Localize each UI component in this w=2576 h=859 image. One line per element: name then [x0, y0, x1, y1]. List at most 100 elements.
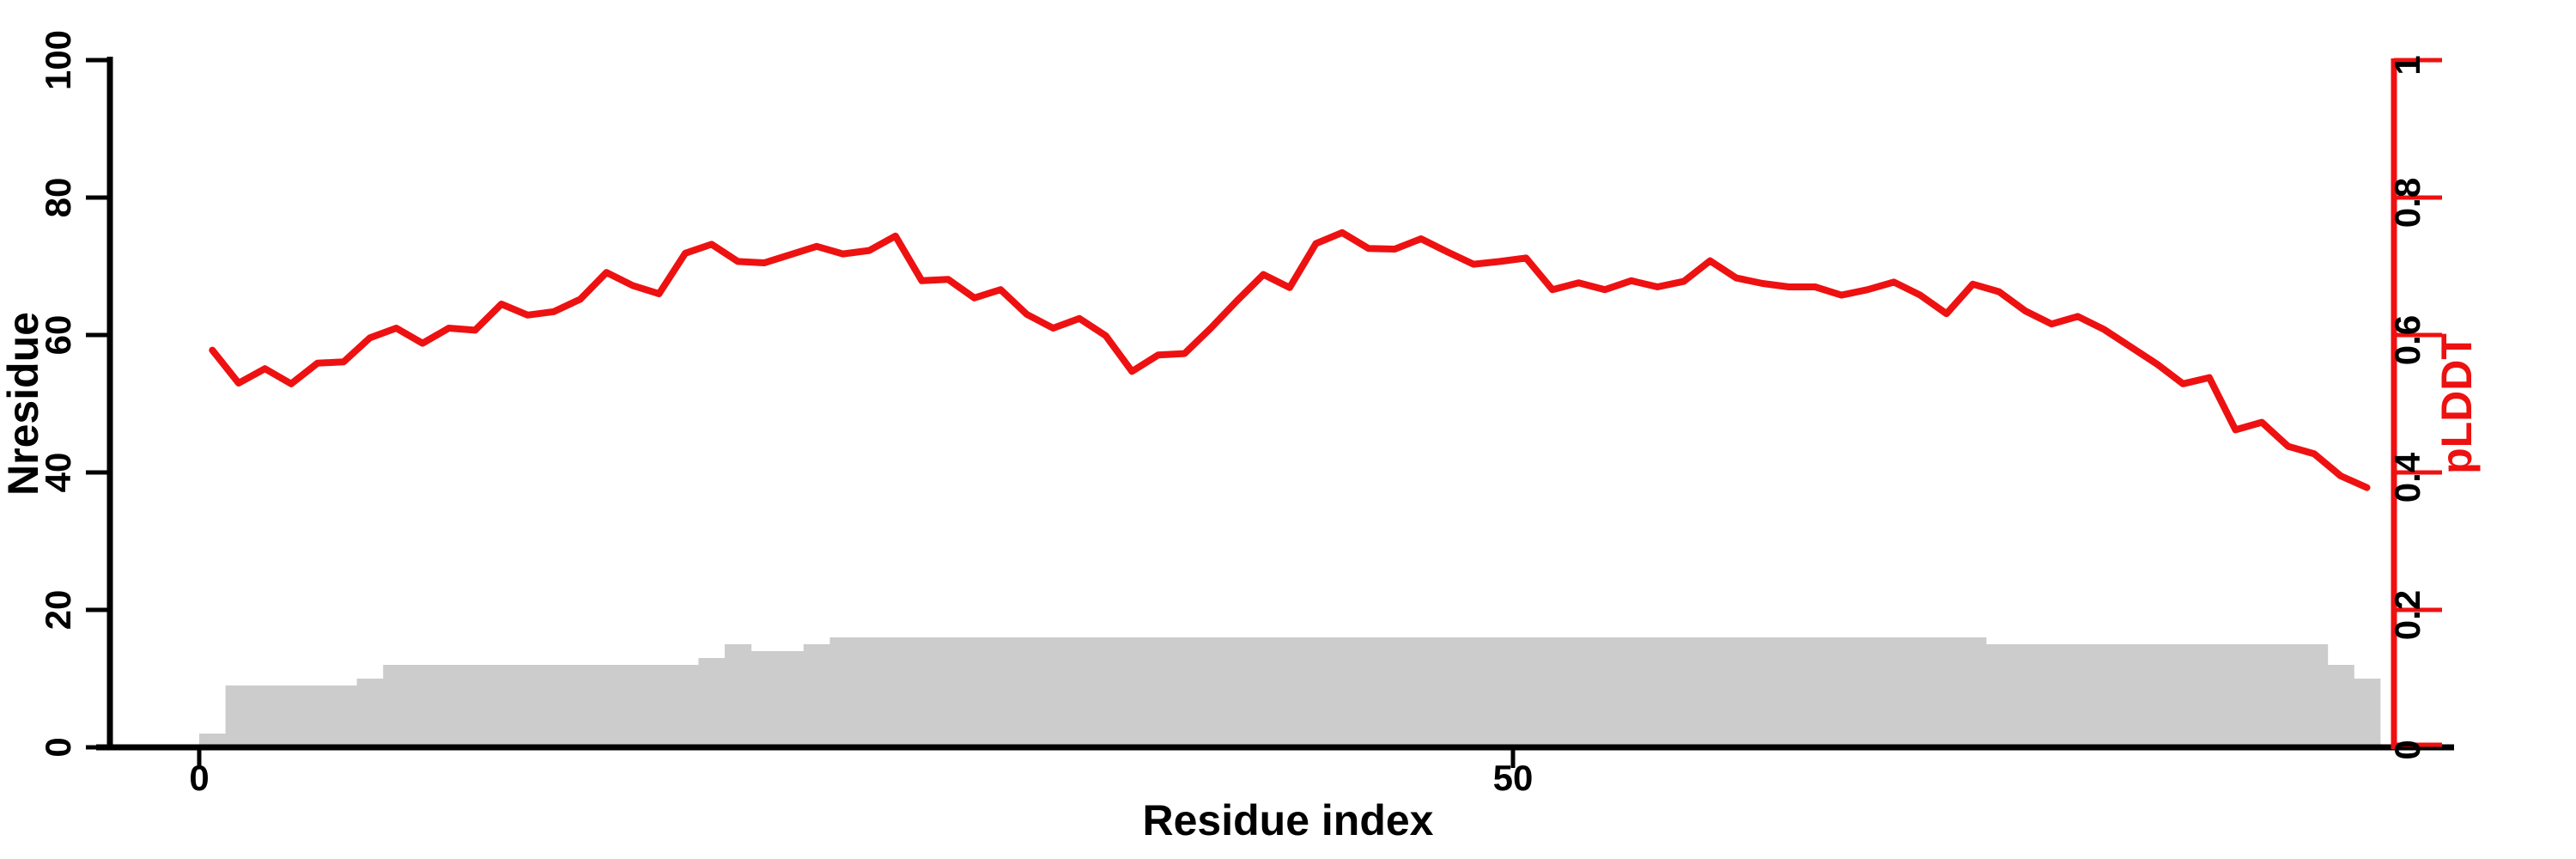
nresidue-bar	[2301, 644, 2329, 747]
nresidue-bar	[2117, 644, 2144, 747]
left-y-tick-label: 60	[38, 315, 78, 356]
left-y-tick-label: 100	[38, 30, 78, 90]
left-axis-title: Nresidue	[0, 312, 47, 496]
right-y-tick-label: 0.2	[2387, 590, 2427, 640]
nresidue-bar	[1119, 637, 1146, 747]
nresidue-bar	[1434, 637, 1461, 747]
nresidue-bar	[908, 637, 936, 747]
left-y-tick-label: 80	[38, 178, 78, 218]
nresidue-bar	[277, 685, 305, 747]
nresidue-bar	[1197, 637, 1224, 747]
nresidue-bar	[934, 637, 962, 747]
nresidue-bar	[1907, 637, 1935, 747]
nresidue-bar	[1407, 637, 1435, 747]
nresidue-bar	[514, 665, 542, 747]
nresidue-bar	[1749, 637, 1777, 747]
x-tick-label: 50	[1493, 758, 1534, 798]
nresidue-bar	[1722, 637, 1750, 747]
nresidue-bar	[1933, 637, 1960, 747]
nresidue-bar	[1040, 637, 1067, 747]
nresidue-bar	[2143, 644, 2171, 747]
nresidue-bar	[199, 734, 227, 747]
nresidue-bar	[856, 637, 884, 747]
nresidue-bar	[803, 644, 830, 747]
nresidue-bar	[1854, 637, 1881, 747]
plddt-line	[209, 228, 2371, 491]
nresidue-bar	[646, 665, 673, 747]
nresidue-bar	[1171, 637, 1199, 747]
nresidue-bar	[1303, 637, 1330, 747]
nresidue-bar	[225, 685, 252, 747]
right-y-tick-label: 0.6	[2387, 315, 2427, 365]
nresidue-bar	[1092, 637, 1120, 747]
nresidue-bar	[1460, 637, 1487, 747]
nresidue-bar	[1697, 637, 1724, 747]
nresidue-bar	[1618, 637, 1645, 747]
nresidue-bar	[567, 665, 594, 747]
nresidue-bar	[2038, 644, 2066, 747]
nresidue-bar	[409, 665, 436, 747]
nresidue-bar	[304, 685, 331, 747]
nresidue-bar	[882, 637, 909, 747]
nresidue-bar	[987, 637, 1015, 747]
nresidue-bar	[331, 685, 358, 747]
x-axis: 0 50	[96, 744, 2454, 798]
nresidue-bar	[1565, 637, 1593, 747]
nresidue-bar	[1670, 637, 1698, 747]
nresidue-bar	[540, 665, 568, 747]
nresidue-bar	[1959, 637, 1987, 747]
nresidue-bar	[252, 685, 279, 747]
nresidue-bar	[1644, 637, 1672, 747]
left-y-tick-label: 40	[38, 453, 78, 493]
nresidue-bar	[1328, 637, 1356, 747]
nresidue-bar	[1224, 637, 1251, 747]
nresidue-bar	[2248, 644, 2275, 747]
left-y-axis: 0 20 40 60 80 100	[38, 30, 113, 758]
nresidue-bar	[383, 665, 410, 747]
nresidue-bar	[2327, 665, 2354, 747]
nresidue-bar	[1486, 637, 1514, 747]
right-y-tick-label: 1	[2387, 55, 2427, 75]
nresidue-bar	[488, 665, 515, 747]
nresidue-bar	[2091, 644, 2118, 747]
x-axis-title: Residue index	[1143, 796, 1434, 844]
nresidue-bar	[777, 651, 805, 747]
nresidue-bar	[2222, 644, 2250, 747]
nresidue-bar	[1591, 637, 1619, 747]
nresidue-bar	[619, 665, 647, 747]
nresidue-bar	[1382, 637, 1409, 747]
right-y-axis: 0 0.2 0.4 0.6 0.8 1	[2387, 55, 2442, 760]
nresidue-bar	[1066, 637, 1093, 747]
nresidue-bar	[829, 637, 857, 747]
nresidue-bar	[2275, 644, 2302, 747]
nresidue-bars	[199, 637, 2381, 747]
nresidue-bar	[435, 665, 463, 747]
nresidue-bar	[750, 651, 778, 747]
nresidue-bar	[725, 644, 752, 747]
right-y-tick-label: 0.4	[2387, 452, 2427, 503]
nresidue-bar	[1776, 637, 1803, 747]
nresidue-bar	[961, 637, 988, 747]
nresidue-bar	[2196, 644, 2223, 747]
nresidue-bar	[1828, 637, 1856, 747]
nresidue-bar	[1985, 644, 2013, 747]
right-y-tick-label: 0.8	[2387, 178, 2427, 228]
nresidue-bar	[593, 665, 621, 747]
nresidue-bar	[356, 679, 384, 747]
nresidue-bar	[1145, 637, 1172, 747]
nresidue-bar	[2064, 644, 2092, 747]
nresidue-bar	[1539, 637, 1566, 747]
nresidue-bar	[1880, 637, 1908, 747]
nresidue-bar	[1276, 637, 1303, 747]
nresidue-bar	[2354, 679, 2381, 747]
left-y-tick-label: 0	[38, 737, 78, 757]
nresidue-bar	[1250, 637, 1278, 747]
nresidue-bar	[1013, 637, 1041, 747]
x-tick-label: 0	[189, 758, 209, 798]
nresidue-bar	[698, 658, 726, 747]
nresidue-bar	[1355, 637, 1382, 747]
right-y-tick-label: 0	[2387, 740, 2427, 759]
nresidue-bar	[671, 665, 699, 747]
